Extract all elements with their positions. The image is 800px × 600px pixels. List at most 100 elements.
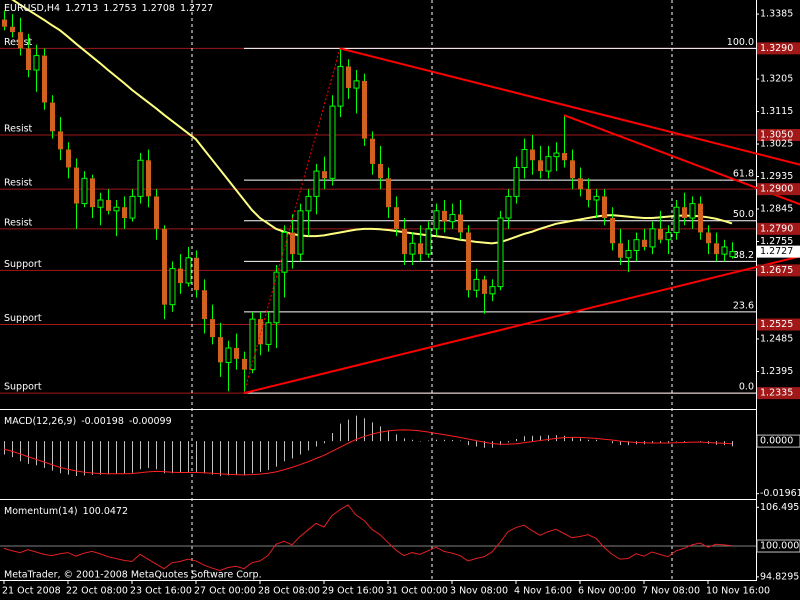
- candle-body-up: [673, 206, 680, 233]
- candle-body-down: [154, 196, 159, 229]
- current-price-label: 1.2727: [760, 246, 793, 257]
- x-tick-label: 23 Oct 16:00: [130, 586, 192, 597]
- candle-body-down: [682, 207, 687, 219]
- candle-body-up: [185, 257, 192, 284]
- y-tick-label: 1.3025: [760, 139, 793, 150]
- candle-body-up: [297, 210, 304, 255]
- candle-body-down: [2, 19, 7, 27]
- x-tick-label: 4 Nov 16:00: [514, 586, 572, 597]
- current-value-box: [756, 434, 800, 448]
- y-tick-label: 1.2485: [760, 333, 793, 344]
- x-tick-label: 3 Nov 08:00: [450, 586, 508, 597]
- level-price-label: 1.2525: [760, 319, 793, 330]
- level-price-box: [757, 222, 800, 235]
- fibo-label: 61.8: [733, 169, 754, 180]
- candle-body-up: [265, 322, 272, 345]
- moving-average: [11, 0, 733, 245]
- candle-body-up: [225, 347, 232, 363]
- candle-body-down: [442, 210, 447, 222]
- x-tick-label: 27 Oct 00:00: [194, 586, 256, 597]
- last-open: 1.2713: [65, 3, 98, 14]
- candle-body-down: [42, 55, 47, 103]
- level-price-box: [757, 129, 800, 142]
- level-name: Support: [4, 382, 42, 393]
- candle-body-down: [218, 337, 223, 363]
- x-tick-label: 6 Nov 00:00: [578, 586, 636, 597]
- candle-body-down: [146, 160, 151, 197]
- candle-body-down: [586, 189, 591, 200]
- signal-line: [3, 429, 733, 476]
- y-tick-label: -0.01961: [760, 488, 800, 499]
- candle-body-down: [418, 243, 423, 255]
- fibo-label: 50.0: [733, 209, 754, 220]
- candle-body-down: [370, 138, 375, 164]
- x-tick-label: 29 Oct 16:00: [322, 586, 384, 597]
- candle-body-up: [169, 268, 176, 306]
- candle-body-down: [570, 160, 575, 179]
- indicator-line: [3, 504, 733, 571]
- candle-body-down: [50, 102, 55, 132]
- candle-body-down: [58, 131, 63, 150]
- candle-body-down: [530, 149, 535, 161]
- level-price-box: [757, 264, 800, 277]
- candle-body-down: [642, 239, 647, 247]
- candle-body-down: [362, 80, 367, 139]
- level-name: Support: [4, 313, 42, 324]
- macd-header: MACD(12,26,9) -0.00198 -0.00099: [4, 416, 172, 427]
- candle-body-up: [665, 231, 672, 241]
- y-tick-label: 1.2755: [760, 236, 793, 247]
- current-value-box: [756, 539, 800, 553]
- candle-body-down: [482, 279, 487, 294]
- candle-body-down: [562, 153, 567, 161]
- candle-body-up: [513, 166, 520, 197]
- candle-body-down: [122, 207, 127, 219]
- copyright: MetaTrader, © 2001-2008 MetaQuotes Softw…: [4, 570, 262, 581]
- candle-body-down: [602, 196, 607, 219]
- y-tick-label: 100.0000: [760, 541, 800, 552]
- fibo-label: 38.2: [733, 250, 754, 261]
- candle-body-up: [249, 318, 256, 371]
- level-name: Resist: [4, 124, 33, 135]
- candle-body-up: [625, 250, 632, 259]
- candle-body-up: [433, 210, 440, 230]
- candle-body-up: [305, 195, 312, 212]
- candle-body-down: [458, 214, 463, 233]
- candle-body-down: [74, 167, 79, 204]
- candle-body-down: [578, 178, 583, 190]
- candle-body-up: [553, 152, 560, 158]
- level-price-label: 1.3290: [760, 43, 793, 54]
- level-price-box: [757, 387, 800, 400]
- macd-last: -0.00198: [81, 416, 124, 427]
- y-tick-label: 1.3205: [760, 74, 793, 85]
- chart-header: EURUSD,H4 1.2713 1.2753 1.2708 1.2727: [4, 3, 213, 14]
- candle-body-down: [210, 319, 215, 338]
- y-tick-label: 1.2395: [760, 366, 793, 377]
- level-price-box: [757, 318, 800, 331]
- candle-body-down: [26, 48, 31, 71]
- candle-body-down: [18, 32, 23, 49]
- signal-last: -0.00099: [129, 416, 172, 427]
- x-tick-label: 22 Oct 08:00: [66, 586, 128, 597]
- candle-body-down: [378, 163, 383, 179]
- last-low: 1.2708: [142, 3, 175, 14]
- candle-body-down: [258, 319, 263, 345]
- candle-body-down: [706, 232, 711, 244]
- candle-body-up: [113, 206, 120, 212]
- trendline: [243, 255, 800, 395]
- candle-body-up: [649, 228, 656, 248]
- level-price-label: 1.2335: [760, 388, 793, 399]
- candle-body-up: [353, 80, 360, 89]
- momentum-header: Momentum(14) 100.0472: [4, 506, 128, 517]
- candle-body-down: [178, 268, 183, 284]
- trendline: [339, 47, 800, 166]
- candle-body-up: [521, 148, 528, 168]
- candle-body-down: [90, 178, 95, 208]
- candle-body-down: [162, 228, 167, 305]
- y-tick-label: 0.0000: [760, 436, 793, 447]
- candle-body-down: [394, 207, 399, 229]
- x-tick-label: 7 Nov 08:00: [642, 586, 700, 597]
- level-price-label: 1.3050: [760, 130, 793, 141]
